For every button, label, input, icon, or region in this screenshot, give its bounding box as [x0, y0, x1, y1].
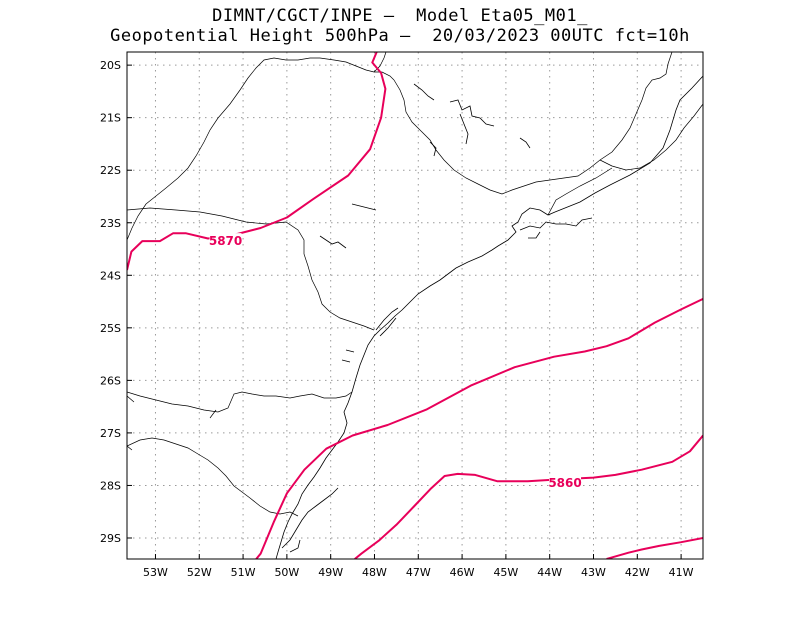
border-west-edge — [127, 395, 217, 451]
lat-tick-label: 20S — [100, 59, 121, 72]
contour-5850 — [606, 537, 703, 559]
coastline — [275, 75, 703, 559]
lon-tick-label: 53W — [143, 566, 168, 579]
contour-labels: 5870 5860 — [209, 233, 582, 490]
map-title: DIMNT/CGCT/INPE – Model Eta05_M01_ — [212, 6, 588, 26]
map-frame — [126, 51, 704, 560]
reservoir-1 — [449, 99, 495, 145]
state-border-rj-es — [599, 103, 703, 171]
lon-tick-label: 43W — [581, 566, 606, 579]
lon-tick-label: 42W — [625, 566, 650, 579]
contour-5860 — [354, 434, 703, 559]
state-border-pr-sc — [127, 391, 353, 413]
state-border-ms-sp — [127, 57, 395, 241]
state-border-mg — [393, 52, 673, 195]
lagoa-dos-patos — [281, 487, 339, 553]
lat-tick-label: 27S — [100, 427, 121, 440]
contour-lines — [127, 52, 703, 559]
lon-tick-label: 52W — [187, 566, 212, 579]
reservoir-4 — [341, 137, 531, 363]
reservoir-3 — [319, 203, 377, 249]
lon-tick-label: 44W — [537, 566, 562, 579]
lat-tick-label: 23S — [100, 217, 121, 230]
lon-tick-label: 45W — [493, 566, 518, 579]
lon-tick-label: 48W — [362, 566, 387, 579]
contour-5860 — [255, 297, 703, 559]
contour-5870 — [127, 52, 387, 271]
coast-detail-1 — [375, 307, 399, 337]
lon-tick-label: 47W — [406, 566, 431, 579]
lon-tick-label: 51W — [231, 566, 256, 579]
lat-tick-label: 24S — [100, 269, 121, 282]
contour-label-5870: 5870 — [209, 234, 242, 248]
contour-label-5860: 5860 — [548, 476, 581, 490]
lat-tick-label: 25S — [100, 322, 121, 335]
lat-tick-label: 26S — [100, 374, 121, 387]
island-bay — [519, 217, 593, 239]
contour-label-background — [209, 233, 242, 249]
lat-tick-label: 22S — [100, 164, 121, 177]
lat-tick-label: 29S — [100, 532, 121, 545]
grid-lines — [127, 52, 703, 559]
state-border-sc-rs — [127, 437, 299, 517]
lon-tick-label: 41W — [669, 566, 694, 579]
lat-tick-label: 28S — [100, 479, 121, 492]
lon-tick-label: 49W — [318, 566, 343, 579]
geography — [127, 52, 703, 559]
lon-tick-label: 46W — [450, 566, 475, 579]
state-border-pr-sp — [127, 207, 375, 331]
longitude-axis: 53W 52W 51W 50W 49W 48W 47W 46W 45W 44W 43W 42W 41W — [143, 554, 694, 579]
reservoir-2 — [413, 83, 437, 157]
state-border-rj-mg — [547, 167, 613, 216]
latitude-axis: 20S 21S 22S 23S 24S 25S 26S 27S 28S 29S — [100, 59, 132, 545]
map-subtitle: Geopotential Height 500hPa – 20/03/2023 … — [110, 26, 690, 46]
lon-tick-label: 50W — [274, 566, 299, 579]
contour-label-background — [549, 474, 582, 490]
lat-tick-label: 21S — [100, 112, 121, 125]
